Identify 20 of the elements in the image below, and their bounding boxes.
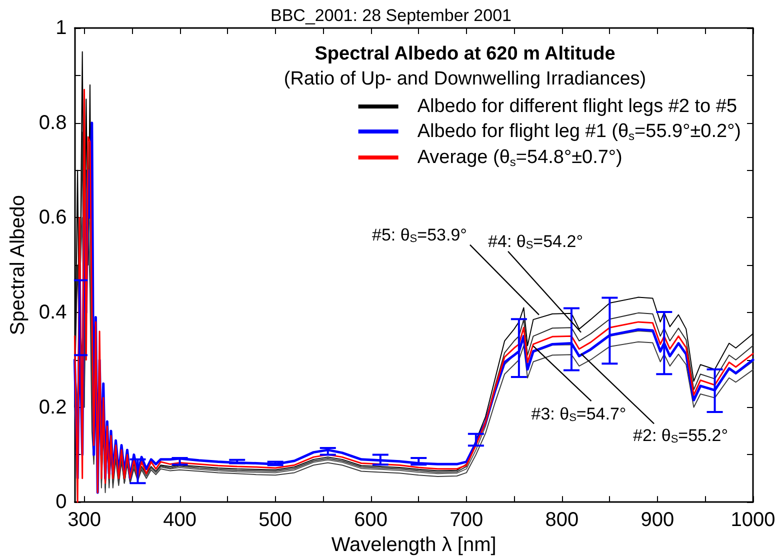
x-tick-label: 400 [163,509,196,532]
annotation: (Ratio of Up- and Downwelling Irradiances) [284,68,646,90]
x-tick-label: 600 [354,509,388,532]
y-tick-label: 0 [56,491,67,514]
legend-label: Albedo for different flight legs #2 to #5 [417,96,738,117]
text: Spectral Albedo at 620 m Altitude [314,44,616,64]
x-tick-label: 500 [258,509,292,532]
x-tick-label: 800 [545,509,579,532]
x-tick-label: 1000 [730,509,776,532]
x-tick-label: 700 [450,509,484,532]
x-tick-label: 900 [640,509,674,532]
chart-title: BBC_2001: 28 September 2001 [270,6,512,25]
y-tick-label: 1 [56,17,67,39]
y-axis-title: Spectral Albedo [7,194,29,336]
x-tick-label: 300 [68,509,101,532]
y-tick-label: 0.2 [38,396,67,418]
y-tick-label: 0.4 [38,301,67,324]
y-tick-label: 0.6 [38,206,67,229]
x-axis-title: Wavelength λ [nm] [331,534,496,556]
y-tick-label: 0.8 [38,112,67,134]
